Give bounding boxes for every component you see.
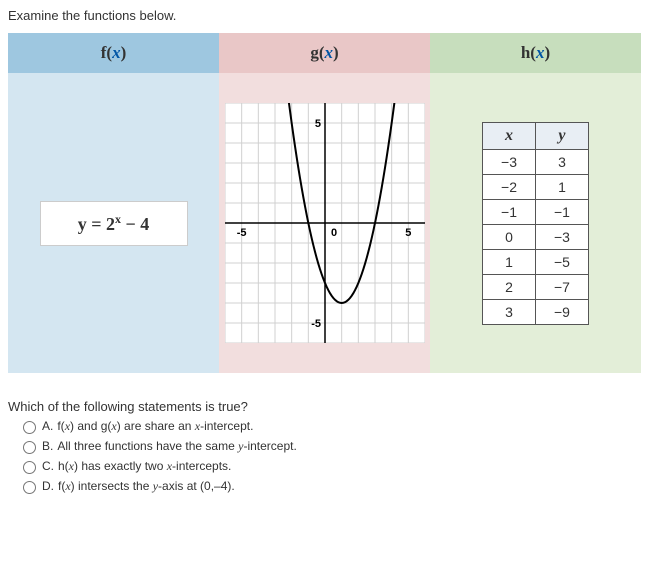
choice-row: D. f(x) intersects the y-axis at (0,–4). <box>18 478 641 494</box>
choice-text: f(x) intersects the y-axis at (0,–4). <box>58 479 235 494</box>
table-cell: −5 <box>536 249 589 274</box>
panel-f: f(x) y = 2x − 4 <box>8 33 219 373</box>
table-row: 1−5 <box>483 249 589 274</box>
panel-h: h(x) xy−33−21−1−10−31−52−73−9 <box>430 33 641 373</box>
choice-radio[interactable] <box>23 441 36 454</box>
choice-text: All three functions have the same y-inte… <box>57 439 296 454</box>
header-g-var: x <box>325 43 334 63</box>
panel-g-body: -5 0 5 -5 5 <box>219 73 430 373</box>
g-chart: -5 0 5 -5 5 <box>225 103 425 343</box>
choice-letter: D. <box>42 479 54 493</box>
table-row: −21 <box>483 174 589 199</box>
panel-f-header: f(x) <box>8 33 219 73</box>
choices: A. f(x) and g(x) are share an x-intercept… <box>18 418 641 494</box>
choice-letter: C. <box>42 459 54 473</box>
h-table: xy−33−21−1−10−31−52−73−9 <box>482 122 589 325</box>
panel-h-header: h(x) <box>430 33 641 73</box>
panel-h-body: xy−33−21−1−10−31−52−73−9 <box>430 73 641 373</box>
table-cell: −3 <box>536 224 589 249</box>
svg-text:-5: -5 <box>311 318 321 330</box>
panel-g: g(x) -5 0 5 -5 5 <box>219 33 430 373</box>
choice-radio[interactable] <box>23 461 36 474</box>
table-cell: 0 <box>483 224 536 249</box>
question-text: Which of the following statements is tru… <box>8 399 641 414</box>
choice-row: C. h(x) has exactly two x-intercepts. <box>18 458 641 474</box>
table-cell: −9 <box>536 299 589 324</box>
table-cell: 3 <box>536 149 589 174</box>
choice-radio[interactable] <box>23 481 36 494</box>
header-f-post: ) <box>121 43 127 63</box>
svg-text:0: 0 <box>331 227 337 239</box>
table-cell: −1 <box>536 199 589 224</box>
svg-text:5: 5 <box>405 227 411 239</box>
header-h-var: x <box>536 43 545 63</box>
header-f-var: x <box>112 43 121 63</box>
header-h-pre: h( <box>521 43 536 63</box>
choice-radio[interactable] <box>23 421 36 434</box>
choice-row: A. f(x) and g(x) are share an x-intercept… <box>18 418 641 434</box>
h-table-header: x <box>483 122 536 149</box>
choice-letter: B. <box>42 439 53 453</box>
choice-letter: A. <box>42 419 53 433</box>
choice-row: B. All three functions have the same y-in… <box>18 438 641 454</box>
prompt-text: Examine the functions below. <box>8 8 641 23</box>
header-f-pre: f( <box>101 43 112 63</box>
svg-text:5: 5 <box>314 118 320 130</box>
choice-text: h(x) has exactly two x-intercepts. <box>58 459 231 474</box>
table-cell: 2 <box>483 274 536 299</box>
f-equation: y = 2x − 4 <box>40 201 188 246</box>
table-row: −1−1 <box>483 199 589 224</box>
table-cell: −7 <box>536 274 589 299</box>
table-row: 0−3 <box>483 224 589 249</box>
panel-f-body: y = 2x − 4 <box>8 73 219 373</box>
panels-row: f(x) y = 2x − 4 g(x) -505-55 h(x) xy−33−… <box>8 33 641 373</box>
table-cell: 1 <box>536 174 589 199</box>
table-row: 2−7 <box>483 274 589 299</box>
table-cell: 3 <box>483 299 536 324</box>
table-cell: 1 <box>483 249 536 274</box>
panel-g-header: g(x) <box>219 33 430 73</box>
table-cell: −2 <box>483 174 536 199</box>
table-row: 3−9 <box>483 299 589 324</box>
table-cell: −3 <box>483 149 536 174</box>
h-table-header: y <box>536 122 589 149</box>
table-cell: −1 <box>483 199 536 224</box>
header-g-pre: g( <box>310 43 324 63</box>
header-h-post: ) <box>544 43 550 63</box>
choice-text: f(x) and g(x) are share an x-intercept. <box>57 419 253 434</box>
table-row: −33 <box>483 149 589 174</box>
svg-text:-5: -5 <box>236 227 246 239</box>
header-g-post: ) <box>333 43 339 63</box>
